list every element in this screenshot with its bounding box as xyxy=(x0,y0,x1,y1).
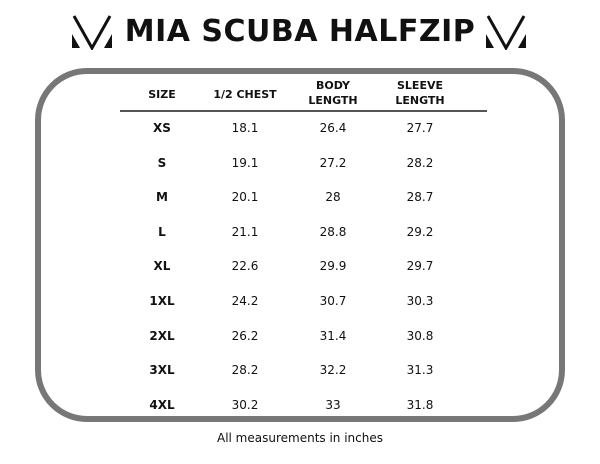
header-divider xyxy=(120,110,487,112)
column-header-line: LENGTH xyxy=(395,94,445,107)
v-logo-icon xyxy=(72,15,112,50)
column-header: 1/2 CHEST xyxy=(200,87,290,102)
measurement-cell: 20.1 xyxy=(231,190,259,205)
measurement-cell: 29.7 xyxy=(406,259,434,274)
measurement-cell: 31.8 xyxy=(406,397,434,412)
footer-note: All measurements in inches xyxy=(216,431,383,445)
measurement-cell: 26.4 xyxy=(319,121,347,135)
column-header-line: 1/2 CHEST xyxy=(213,88,277,101)
size-cell: XL xyxy=(153,259,171,274)
page-title: MIA SCUBA HALFZIP xyxy=(124,14,476,49)
column-header-line: BODY xyxy=(315,79,351,92)
size-cell: XS xyxy=(153,121,171,135)
column-header-line: LENGTH xyxy=(308,94,358,107)
measurement-cell: 32.2 xyxy=(319,363,347,378)
column-header: SLEEVE LENGTH xyxy=(375,78,465,108)
measurement-cell: 28 xyxy=(325,190,341,205)
measurement-cell: 33 xyxy=(325,397,341,412)
measurement-cell: 28.2 xyxy=(406,155,434,170)
measurement-cell: 21.1 xyxy=(231,224,259,239)
column-header-line: SLEEVE xyxy=(397,79,443,92)
measurement-cell: 28.2 xyxy=(231,363,259,378)
measurement-cell: 27.2 xyxy=(319,155,347,170)
size-cell: M xyxy=(156,190,168,205)
column-header: BODY LENGTH xyxy=(288,78,378,108)
measurement-cell: 30.8 xyxy=(406,328,434,343)
v-logo-icon xyxy=(486,15,526,50)
measurement-cell: 22.6 xyxy=(231,259,259,274)
measurement-cell: 31.3 xyxy=(406,363,434,378)
size-cell: 1XL xyxy=(149,294,175,308)
size-cell: S xyxy=(157,155,167,170)
measurement-cell: 29.2 xyxy=(406,224,434,239)
measurement-cell: 19.1 xyxy=(231,155,259,170)
measurement-cell: 18.1 xyxy=(231,121,259,135)
measurement-cell: 28.7 xyxy=(406,190,434,205)
measurement-cell: 30.2 xyxy=(231,397,259,412)
size-cell: 2XL xyxy=(149,328,175,343)
size-chart-frame xyxy=(35,68,565,422)
measurement-cell: 24.2 xyxy=(231,294,259,308)
measurement-cell: 26.2 xyxy=(231,328,259,343)
size-cell: L xyxy=(158,224,166,239)
column-header-line: SIZE xyxy=(148,88,176,101)
measurement-cell: 27.7 xyxy=(406,121,434,135)
measurement-cell: 28.8 xyxy=(319,224,347,239)
size-cell: 3XL xyxy=(149,363,175,378)
column-header: SIZE xyxy=(117,87,207,102)
measurement-cell: 30.3 xyxy=(406,294,434,308)
measurement-cell: 31.4 xyxy=(319,328,347,343)
size-cell: 4XL xyxy=(149,397,175,412)
measurement-cell: 30.7 xyxy=(319,294,347,308)
measurement-cell: 29.9 xyxy=(319,259,347,274)
